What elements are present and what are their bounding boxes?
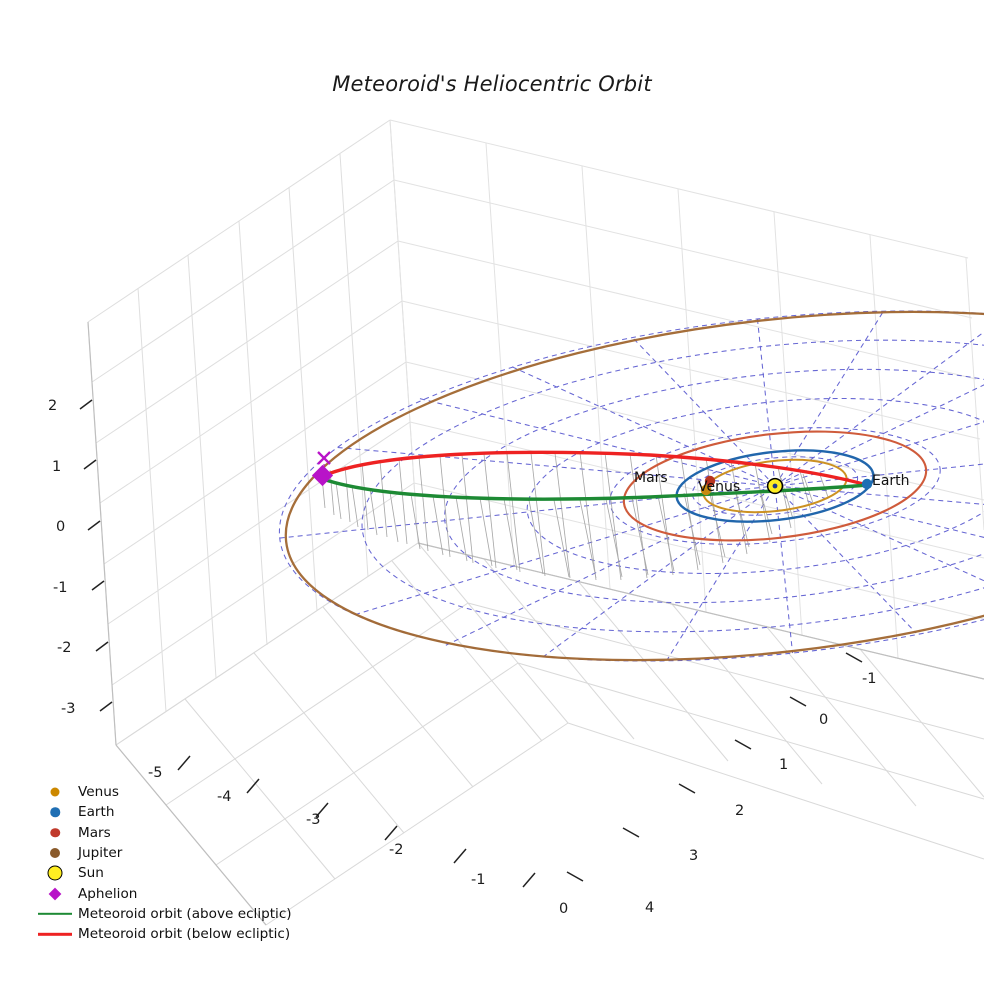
x-tick-neg3: -3 [306, 812, 321, 828]
right-pane-grid [389, 119, 984, 680]
sun-legend-icon [34, 863, 76, 883]
legend-label-venus: Venus [78, 784, 119, 801]
venus-legend-icon [34, 782, 76, 802]
legend-item-venus[interactable]: Venus [34, 782, 344, 802]
legend: Venus Earth Mars Jupiter Sun [34, 782, 344, 944]
x-tick-0: 0 [559, 901, 569, 917]
orbit-above-legend-icon [34, 904, 76, 924]
x-tick-neg5: -5 [148, 765, 163, 781]
aphelion-diamond-marker [311, 464, 334, 487]
mars-marker [704, 475, 716, 487]
legend-item-orbit-above[interactable]: Meteoroid orbit (above ecliptic) [34, 904, 344, 924]
y-tick-3: 3 [689, 848, 699, 864]
jupiter-legend-icon [34, 843, 76, 863]
meteoroid-orbit-above-ecliptic [321, 477, 869, 501]
x-tick-neg1: -1 [471, 872, 486, 888]
z-tick-neg3: -3 [61, 701, 76, 717]
x-tick-neg4: -4 [217, 789, 232, 805]
legend-item-jupiter[interactable]: Jupiter [34, 843, 344, 863]
aphelion-legend-icon [34, 884, 76, 904]
sun-core-icon [772, 483, 778, 489]
legend-item-orbit-below[interactable]: Meteoroid orbit (below ecliptic) [34, 924, 344, 944]
mars-label: Mars [634, 470, 668, 486]
venus-label: Venus [698, 479, 741, 495]
x-axis-ticks [177, 755, 536, 888]
legend-label-earth: Earth [78, 804, 115, 821]
x-tick-neg2: -2 [389, 842, 404, 858]
legend-label-aphelion: Aphelion [78, 885, 138, 902]
z-axis-ticks [79, 399, 113, 712]
legend-label-sun: Sun [78, 865, 104, 882]
mars-legend-icon [34, 823, 76, 843]
legend-item-aphelion[interactable]: Aphelion [34, 883, 344, 903]
axis-spines [87, 321, 984, 926]
y-axis-ticks [566, 652, 863, 882]
legend-label-orbit-below: Meteoroid orbit (below ecliptic) [78, 926, 291, 943]
y-tick-0: 0 [819, 712, 829, 728]
y-tick-2: 2 [735, 803, 745, 819]
legend-item-sun[interactable]: Sun [34, 863, 344, 883]
earth-legend-icon [34, 802, 76, 822]
legend-item-mars[interactable]: Mars [34, 823, 344, 843]
y-tick-4: 4 [645, 900, 655, 916]
legend-label-jupiter: Jupiter [78, 845, 123, 862]
legend-label-orbit-above: Meteoroid orbit (above ecliptic) [78, 905, 292, 922]
z-tick-1: 1 [52, 459, 62, 475]
legend-label-mars: Mars [78, 824, 111, 841]
y-tick-neg1: -1 [862, 671, 877, 687]
meteoroid-orbit-below-ecliptic [321, 450, 869, 487]
earth-label: Earth [872, 473, 910, 489]
page-title: Meteoroid's Heliocentric Orbit [332, 72, 652, 96]
earth-marker [861, 478, 873, 490]
orbit-mars [622, 430, 928, 542]
orbit-jupiter [284, 310, 984, 662]
z-tick-0: 0 [56, 519, 66, 535]
z-tick-2: 2 [48, 398, 58, 414]
z-tick-neg2: -2 [57, 640, 72, 656]
orbit-below-legend-icon [34, 924, 76, 944]
venus-marker [700, 484, 712, 496]
legend-item-earth[interactable]: Earth [34, 802, 344, 822]
z-tick-neg1: -1 [53, 580, 68, 596]
y-tick-1: 1 [779, 757, 789, 773]
